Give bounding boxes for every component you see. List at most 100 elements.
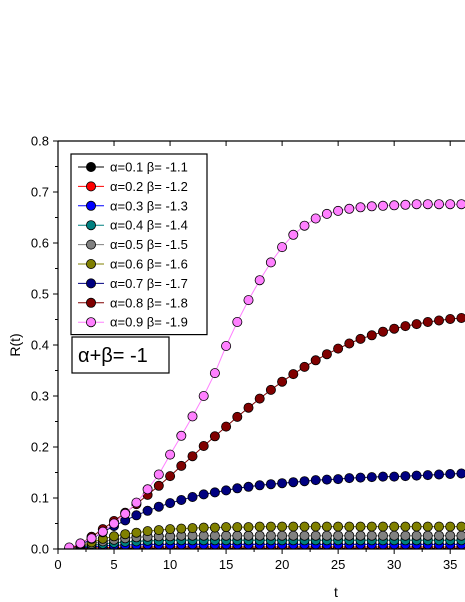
legend-item: α=0.2 β= -1.2 [78,179,188,194]
data-point [422,470,433,481]
data-point [310,355,321,366]
axes-layer: 0 5 10 15 20 25 30 35 0.0 0.1 0.2 0.3 0.4 0.5 0.6 0.7 0.… [31,134,465,572]
data-point [131,497,142,508]
annotation-text: α+β= -1 [78,345,148,367]
data-point [277,530,288,541]
data-point [299,361,310,372]
data-point [187,451,198,462]
data-point [422,530,433,541]
data-point [288,369,299,380]
data-point [265,257,276,268]
data-point [456,468,465,479]
data-point [232,530,243,541]
data-point [187,491,198,502]
data-point [288,521,299,532]
y-tick-label: 0.6 [31,236,49,251]
data-point [433,530,444,541]
data-point [221,340,232,351]
data-point [366,521,377,532]
data-point [433,199,444,210]
data-point [411,530,422,541]
data-point [254,521,265,532]
data-point [389,530,400,541]
data-point [97,526,108,537]
data-point [321,208,332,219]
legend-marker [86,161,97,172]
data-point [209,522,220,533]
data-point [198,489,209,500]
data-point [299,220,310,231]
x-tick-label: 15 [219,557,233,572]
y-tick-label: 0.3 [31,389,49,404]
data-point [120,529,131,540]
data-point [198,440,209,451]
data-point [321,530,332,541]
legend-item: α=0.8 β= -1.8 [78,295,188,310]
data-point [176,523,187,534]
data-point [411,470,422,481]
data-point [422,316,433,327]
legend-marker [86,258,97,269]
y-tick-label: 0.5 [31,287,49,302]
data-point [422,199,433,210]
series-layer [64,199,465,549]
data-point [165,449,176,460]
data-point [445,530,456,541]
data-point [433,315,444,326]
data-point [221,530,232,541]
legend-label: α=0.8 β= -1.8 [110,295,188,310]
data-point [165,498,176,509]
data-point [299,476,310,487]
data-point [389,200,400,211]
data-point [232,483,243,494]
data-point [198,390,209,401]
data-point [142,484,153,495]
y-tick-label: 0.7 [31,185,49,200]
x-tick-label: 0 [54,557,61,572]
data-point [344,203,355,214]
data-point [355,521,366,532]
data-point [187,523,198,534]
data-point [433,469,444,480]
data-point [131,527,142,538]
data-point [333,343,344,354]
annotation-box: α+β= -1 [71,336,170,374]
y-tick-label: 0.1 [31,491,49,506]
data-point [400,199,411,210]
x-tick-label: 25 [331,557,345,572]
data-point [389,521,400,532]
data-point [377,521,388,532]
data-point [321,521,332,532]
legend-item: α=0.3 β= -1.3 [78,198,188,213]
data-point [400,530,411,541]
data-point [209,368,220,379]
data-point [344,530,355,541]
data-point [288,530,299,541]
data-point [366,201,377,212]
x-tick-label: 5 [110,557,117,572]
data-point [243,522,254,533]
data-point [153,501,164,512]
data-point [232,522,243,533]
data-point [411,521,422,532]
data-point [321,474,332,485]
data-point [355,530,366,541]
data-point [265,384,276,395]
legend-marker [86,220,97,231]
data-point [165,524,176,535]
data-point [243,481,254,492]
data-point [333,205,344,216]
legend-item: α=0.9 β= -1.9 [78,315,188,330]
data-point [310,475,321,486]
data-point [277,521,288,532]
data-point [456,521,465,532]
y-tick-label: 0.0 [31,542,49,557]
y-tick-label: 0.4 [31,338,49,353]
x-tick-label: 30 [387,557,401,572]
legend-item: α=0.6 β= -1.6 [78,257,188,272]
data-point [333,530,344,541]
data-point [254,530,265,541]
legend-label: α=0.2 β= -1.2 [110,179,188,194]
legend-marker [86,181,97,192]
data-point [232,411,243,422]
